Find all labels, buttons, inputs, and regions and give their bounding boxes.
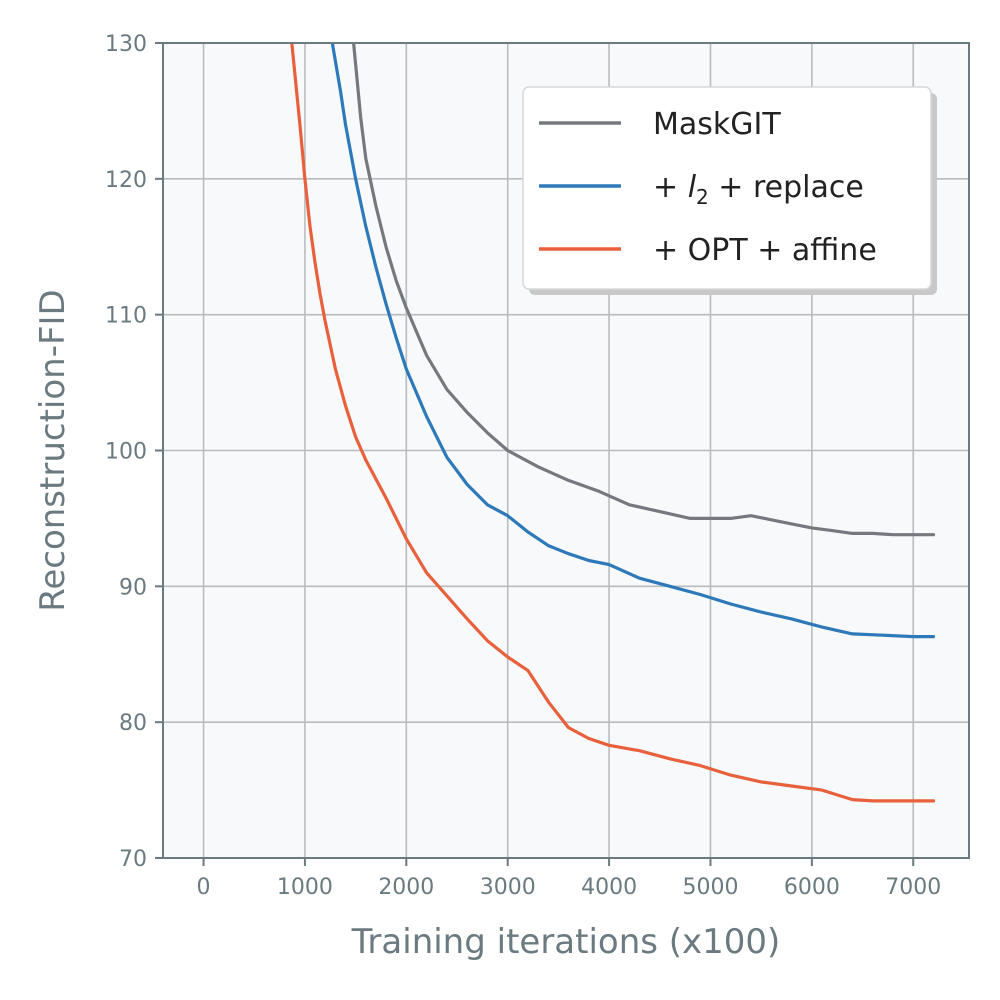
legend-box [522, 86, 932, 290]
x-tick-label: 7000 [885, 875, 941, 900]
y-tick-label: 80 [119, 711, 147, 736]
y-tick-label: 130 [105, 32, 147, 57]
x-tick-label: 2000 [378, 875, 434, 900]
series-line-2 [330, 43, 936, 639]
x-tick-label: 1000 [277, 875, 333, 900]
x-tick-label: 0 [197, 875, 211, 900]
x-tick-label: 6000 [784, 875, 840, 900]
y-axis-title: Reconstruction-FID [33, 289, 73, 612]
legend: MaskGIT + l2 + replace + OPT + affine [522, 86, 937, 295]
x-axis-title: Training iterations (x100) [351, 922, 781, 962]
legend-label: + l2 + replace [653, 170, 864, 209]
x-tick-label: 3000 [480, 875, 536, 900]
legend-label: + OPT + affine [653, 233, 877, 268]
tick-layer: 0 1000 2000 3000 4000 5000 6000 7000 70 80 90 100 11… [105, 32, 941, 900]
series-line-1 [352, 43, 936, 537]
y-tick-label: 100 [105, 440, 147, 465]
x-tick-label: 5000 [682, 875, 738, 900]
y-tick-label: 120 [105, 168, 147, 193]
y-tick-label: 90 [119, 575, 147, 600]
y-tick-label: 110 [105, 304, 147, 329]
x-tick-label: 4000 [581, 875, 637, 900]
y-tick-label: 70 [119, 847, 147, 872]
series-layer [290, 43, 936, 803]
series-line-3 [290, 43, 936, 803]
legend-label: MaskGIT [653, 107, 781, 142]
